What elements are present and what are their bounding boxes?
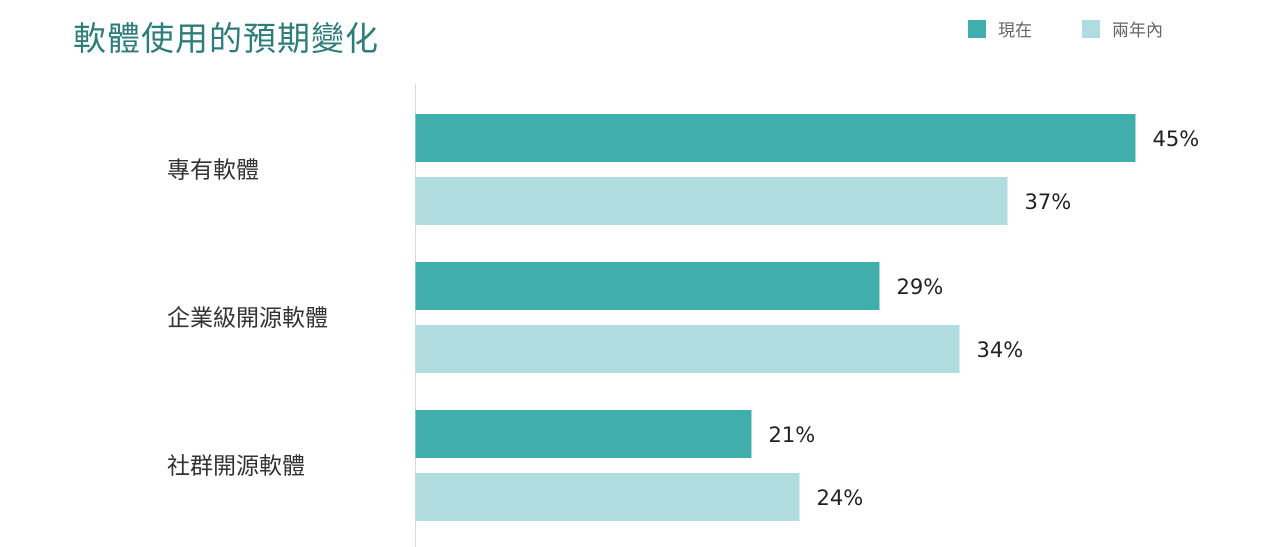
category-label: 企業級開源軟體 [167,306,328,332]
legend-item-current: 現在 [968,16,1032,41]
bar-future [415,177,1008,225]
data-label: 21% [769,423,816,447]
legend-label-current: 現在 [998,21,1032,41]
data-label: 34% [977,338,1024,362]
bar-future [415,473,800,521]
category-label: 社群開源軟體 [167,454,305,480]
bar-current [415,114,1136,162]
legend-item-future: 兩年內 [1082,16,1163,41]
data-label: 29% [897,275,944,299]
category-label: 專有軟體 [167,158,259,184]
legend: 現在 兩年內 [968,16,1213,41]
bar-current [415,410,752,458]
data-label: 24% [817,486,864,510]
data-label: 37% [1025,190,1072,214]
legend-label-future: 兩年內 [1112,21,1163,41]
bar-current [415,262,880,310]
chart-title: 軟體使用的預期變化 [73,19,379,58]
legend-swatch-future [1082,19,1100,38]
data-label: 45% [1153,127,1200,151]
bar-future [415,325,960,373]
legend-swatch-current [968,19,986,38]
